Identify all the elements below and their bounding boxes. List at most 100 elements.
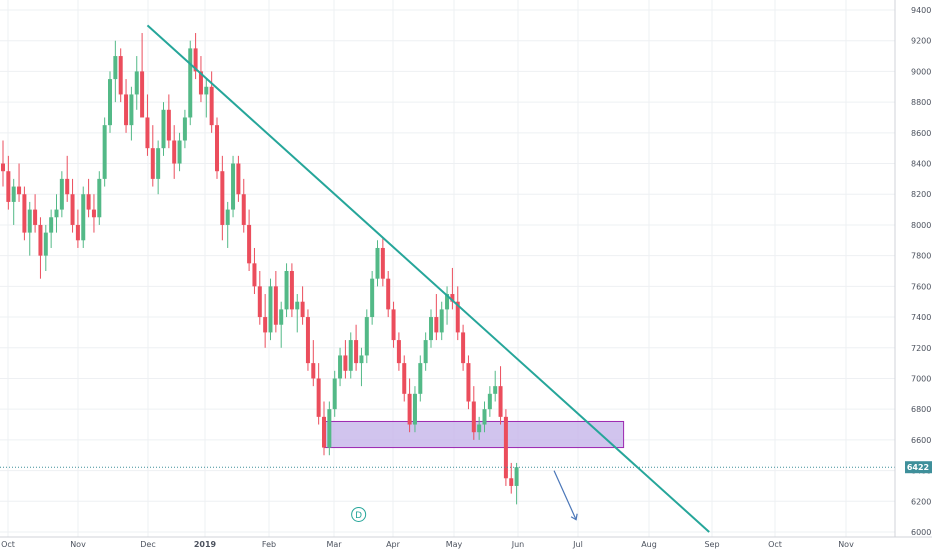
y-tick-label: 9200 — [911, 37, 931, 46]
y-tick-label: 8600 — [911, 129, 931, 138]
y-tick-label: 7000 — [911, 374, 931, 383]
x-tick-label: Dec — [140, 540, 155, 549]
y-tick-label: 8400 — [911, 160, 931, 169]
y-tick-label: 7400 — [911, 313, 931, 322]
candle-body — [1, 163, 5, 172]
y-tick-label: 7800 — [911, 252, 931, 261]
y-tick-label: 6800 — [911, 405, 931, 414]
candle-body — [289, 271, 294, 310]
candle-body — [263, 317, 268, 333]
x-tick-label: Oct — [768, 540, 782, 549]
projection-arrow-shaft[interactable] — [553, 470, 577, 520]
candle-body — [81, 194, 86, 241]
candle-body — [220, 171, 225, 225]
candle-body — [225, 209, 230, 225]
candle-body — [295, 301, 300, 310]
candle-body — [11, 186, 16, 202]
x-tick-label: 2019 — [194, 540, 217, 549]
candle-body — [27, 209, 32, 233]
dividend-marker-circle[interactable] — [351, 506, 367, 522]
candle-body — [188, 48, 193, 118]
y-tick-label: 6200 — [911, 497, 931, 506]
candle-body — [113, 56, 118, 80]
candle-body — [370, 278, 375, 318]
candle-body — [477, 424, 482, 433]
candle-body — [59, 178, 64, 210]
candle-body — [231, 163, 236, 210]
candle-body — [300, 301, 305, 318]
candle-body — [439, 309, 444, 333]
candle-body — [43, 232, 48, 256]
candle-body — [209, 86, 214, 126]
candle-body — [348, 340, 353, 371]
x-tick-label: Jul — [572, 540, 583, 549]
candle-body — [429, 317, 433, 341]
candle-body — [450, 294, 455, 302]
candle-body — [279, 309, 284, 325]
x-tick-label: May — [446, 540, 463, 549]
candle-body — [498, 386, 503, 417]
x-tick-label: Aug — [641, 540, 657, 549]
y-tick-label: 6600 — [911, 436, 931, 445]
candle-body — [332, 378, 337, 410]
candle-body — [102, 125, 107, 179]
time-axis-background — [0, 537, 932, 550]
candle-body — [482, 409, 487, 425]
candle-body — [354, 340, 359, 364]
candle-body — [471, 401, 476, 433]
candle-body — [396, 340, 401, 364]
candle-body — [75, 224, 80, 241]
candle-body — [17, 186, 22, 195]
candle-body — [466, 363, 471, 402]
candle-body — [22, 194, 27, 233]
x-tick-label: Nov — [70, 540, 86, 549]
y-tick-label: 7600 — [911, 282, 931, 291]
y-tick-label: 6000 — [911, 528, 931, 537]
candle-body — [327, 409, 332, 448]
candle-body — [375, 247, 380, 279]
candle-body — [407, 393, 412, 425]
dividend-marker-label: D — [355, 511, 362, 521]
candle-body — [380, 247, 385, 279]
candle-body — [514, 467, 519, 486]
y-tick-label: 9000 — [911, 67, 931, 76]
candle-body — [150, 148, 155, 179]
last-price-badge — [905, 461, 932, 474]
candle-body — [134, 71, 139, 95]
candle-body — [108, 79, 112, 126]
candle-body — [215, 125, 219, 172]
candle-body — [241, 194, 246, 225]
candle-body — [91, 209, 96, 218]
candle-body — [177, 140, 182, 164]
x-tick-label: Nov — [838, 540, 854, 549]
candle-body — [182, 117, 187, 141]
grid-lines — [0, 0, 895, 540]
y-tick-label: 9400 — [911, 6, 931, 15]
candle-body — [493, 386, 498, 394]
candle-body — [54, 209, 59, 218]
price-axis[interactable]: 9400 9200 9000 8800 8600 8400 8200 8000 7800 7600… — [894, 0, 932, 550]
candle-body — [236, 163, 241, 195]
candle-body — [455, 301, 460, 333]
candle-body — [156, 148, 161, 179]
candle-body — [418, 363, 423, 394]
candle-body — [412, 393, 417, 425]
candle-body — [273, 286, 278, 325]
candle-body — [252, 263, 257, 287]
candle-body — [343, 355, 348, 371]
x-tick-label: Sep — [704, 540, 719, 549]
trendline[interactable] — [146, 24, 710, 533]
candle-body — [305, 317, 310, 364]
candle-body — [338, 355, 343, 379]
candle-body — [316, 378, 321, 417]
candle-body — [503, 416, 508, 479]
candle-body — [386, 278, 391, 310]
time-axis[interactable]: Oct Nov Dec 2019 Feb Mar Apr May Jun Jul Aug Sep Oct… — [0, 536, 932, 550]
candle-body — [434, 317, 439, 333]
candles-layer — [1, 33, 519, 505]
candle-body — [140, 71, 145, 118]
candle-body — [145, 117, 150, 149]
candle-body — [487, 393, 492, 410]
